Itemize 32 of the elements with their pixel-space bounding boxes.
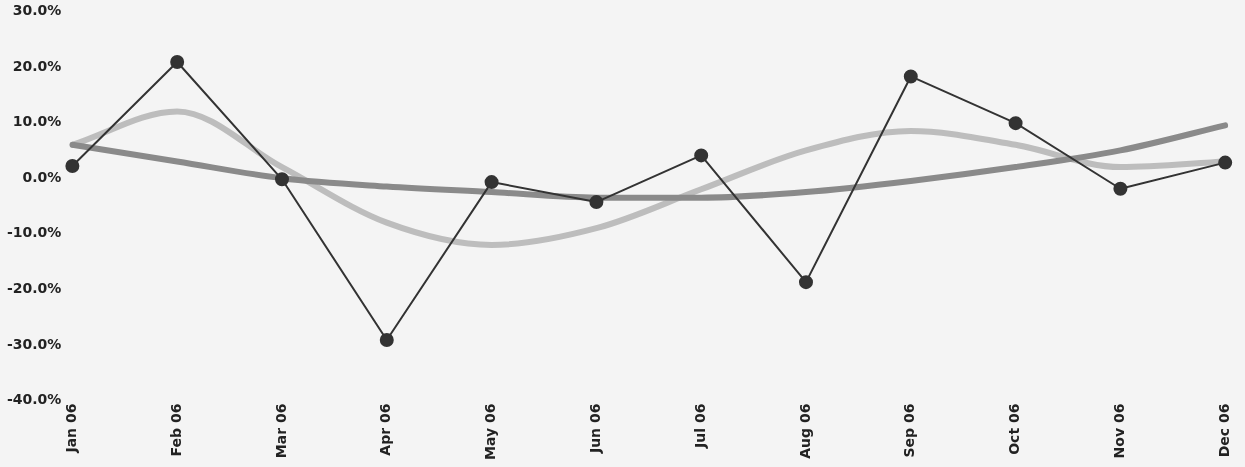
x-tick-label: Oct 06 xyxy=(1006,403,1023,455)
x-tick-label: Dec 06 xyxy=(1215,403,1232,458)
y-tick-label: -40.0% xyxy=(6,391,62,408)
y-tick-label: 20.0% xyxy=(12,57,62,74)
point xyxy=(694,148,709,163)
x-tick-label: Nov 06 xyxy=(1111,403,1128,459)
x-tick-label: Sep 06 xyxy=(901,403,918,458)
x-tick-label: May 06 xyxy=(482,403,499,461)
y-tick-label: -20.0% xyxy=(6,280,62,297)
point xyxy=(170,54,185,69)
point xyxy=(379,332,394,347)
y-tick-label: -10.0% xyxy=(6,224,62,241)
x-tick-label: Jul 06 xyxy=(691,403,708,449)
point xyxy=(65,158,80,173)
point xyxy=(1113,181,1128,196)
point xyxy=(798,275,813,290)
point xyxy=(274,172,289,187)
x-tick-label: Apr 06 xyxy=(377,403,394,456)
x-tick-label: Feb 06 xyxy=(167,403,184,457)
y-tick-label: 0.0% xyxy=(22,168,62,185)
point xyxy=(1008,116,1023,131)
x-tick-label: Jan 06 xyxy=(63,403,80,454)
x-tick-label: Aug 06 xyxy=(796,403,813,459)
y-tick-label: -30.0% xyxy=(6,335,62,352)
point xyxy=(903,69,918,84)
point xyxy=(484,175,499,190)
point xyxy=(1218,155,1233,170)
y-tick-label: 10.0% xyxy=(12,113,62,130)
x-tick-label: Jun 06 xyxy=(587,403,604,455)
x-tick-label: Mar 06 xyxy=(272,403,289,459)
point xyxy=(589,195,604,210)
y-tick-label: 30.0% xyxy=(12,2,62,19)
